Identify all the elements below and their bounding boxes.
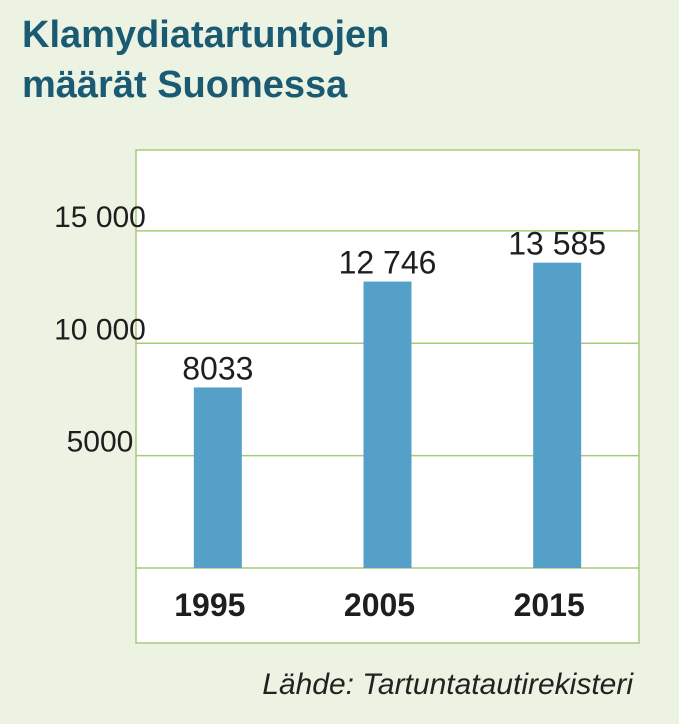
- bar-value-label: 12 746: [339, 245, 437, 281]
- bar-value-label: 8033: [182, 350, 253, 386]
- y-tick-label: 10 000: [54, 313, 146, 346]
- bar-value-labels: 8033 12 746 13 585: [182, 226, 606, 387]
- x-tick-label: 1995: [174, 587, 245, 623]
- bar: [193, 387, 242, 568]
- bars: [193, 262, 582, 568]
- chart-title-line-2: määrät Suomessa: [22, 64, 348, 106]
- bar: [533, 262, 582, 568]
- bar-value-label: 13 585: [508, 226, 606, 262]
- x-axis-tick-labels: 1995 2005 2015: [174, 587, 585, 623]
- y-axis-tick-labels: 5000 10 000 15 000: [54, 201, 146, 459]
- source-note: Lähde: Tartuntatautirekisteri: [262, 668, 633, 701]
- x-tick-label: 2015: [514, 587, 585, 623]
- chart-title: Klamydiatartuntojen määrät Suomessa: [22, 10, 389, 110]
- bar: [363, 281, 412, 568]
- y-tick-label: 5000: [67, 426, 134, 459]
- y-tick-label: 15 000: [54, 201, 146, 234]
- chart-title-line-1: Klamydiatartuntojen: [22, 14, 390, 56]
- x-tick-label: 2005: [344, 587, 415, 623]
